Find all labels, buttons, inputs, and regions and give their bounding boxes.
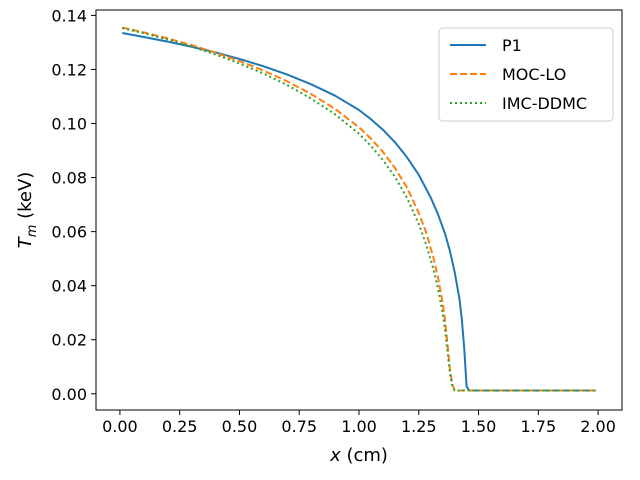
y-axis-label-var: T [15,235,36,248]
series-line-moc-lo [122,26,596,392]
y-axis-label: Tm (keV) [15,172,40,249]
y-axis-label-sub: m [25,225,40,238]
x-tick-label: 2.00 [580,417,616,436]
x-tick-label: 0.50 [222,417,258,436]
series-layer [122,26,596,392]
y-tick-label: 0.00 [51,385,87,404]
y-axis-label-unit: (keV) [15,172,36,225]
y-tick-label: 0.04 [51,277,87,296]
y-tick-label: 0.08 [51,169,87,188]
x-tick-label: 1.75 [521,417,557,436]
x-tick-label: 1.00 [341,417,377,436]
legend: P1 MOC-LO IMC-DDMC [438,27,614,122]
x-tick-label: 0.25 [162,417,198,436]
legend-label-moc-lo: MOC-LO [502,65,566,84]
y-tick-label: 0.06 [51,223,87,242]
x-axis-label-unit: (cm) [341,445,388,466]
y-tick-label: 0.12 [51,60,87,79]
x-axis-label-var: x [329,445,341,466]
y-axis-ticks: 0.00 0.02 0.04 0.06 0.08 0.10 0.12 0.14 [51,6,96,404]
x-axis-label: x (cm) [329,445,388,466]
series-line-p1 [122,31,596,392]
x-axis-ticks: 0.00 0.25 0.50 0.75 1.00 1.25 1.50 1.75 2.00 [102,410,616,436]
x-tick-label: 1.25 [401,417,437,436]
x-tick-label: 1.50 [461,417,497,436]
y-tick-label: 0.14 [51,6,87,25]
series-line-imc-ddmc [122,27,596,392]
legend-box [438,27,614,122]
legend-label-p1: P1 [502,36,522,55]
y-tick-label: 0.02 [51,331,87,350]
x-tick-label: 0.00 [102,417,138,436]
legend-label-imc-ddmc: IMC-DDMC [502,94,587,113]
y-tick-label: 0.10 [51,115,87,134]
x-tick-label: 0.75 [281,417,317,436]
